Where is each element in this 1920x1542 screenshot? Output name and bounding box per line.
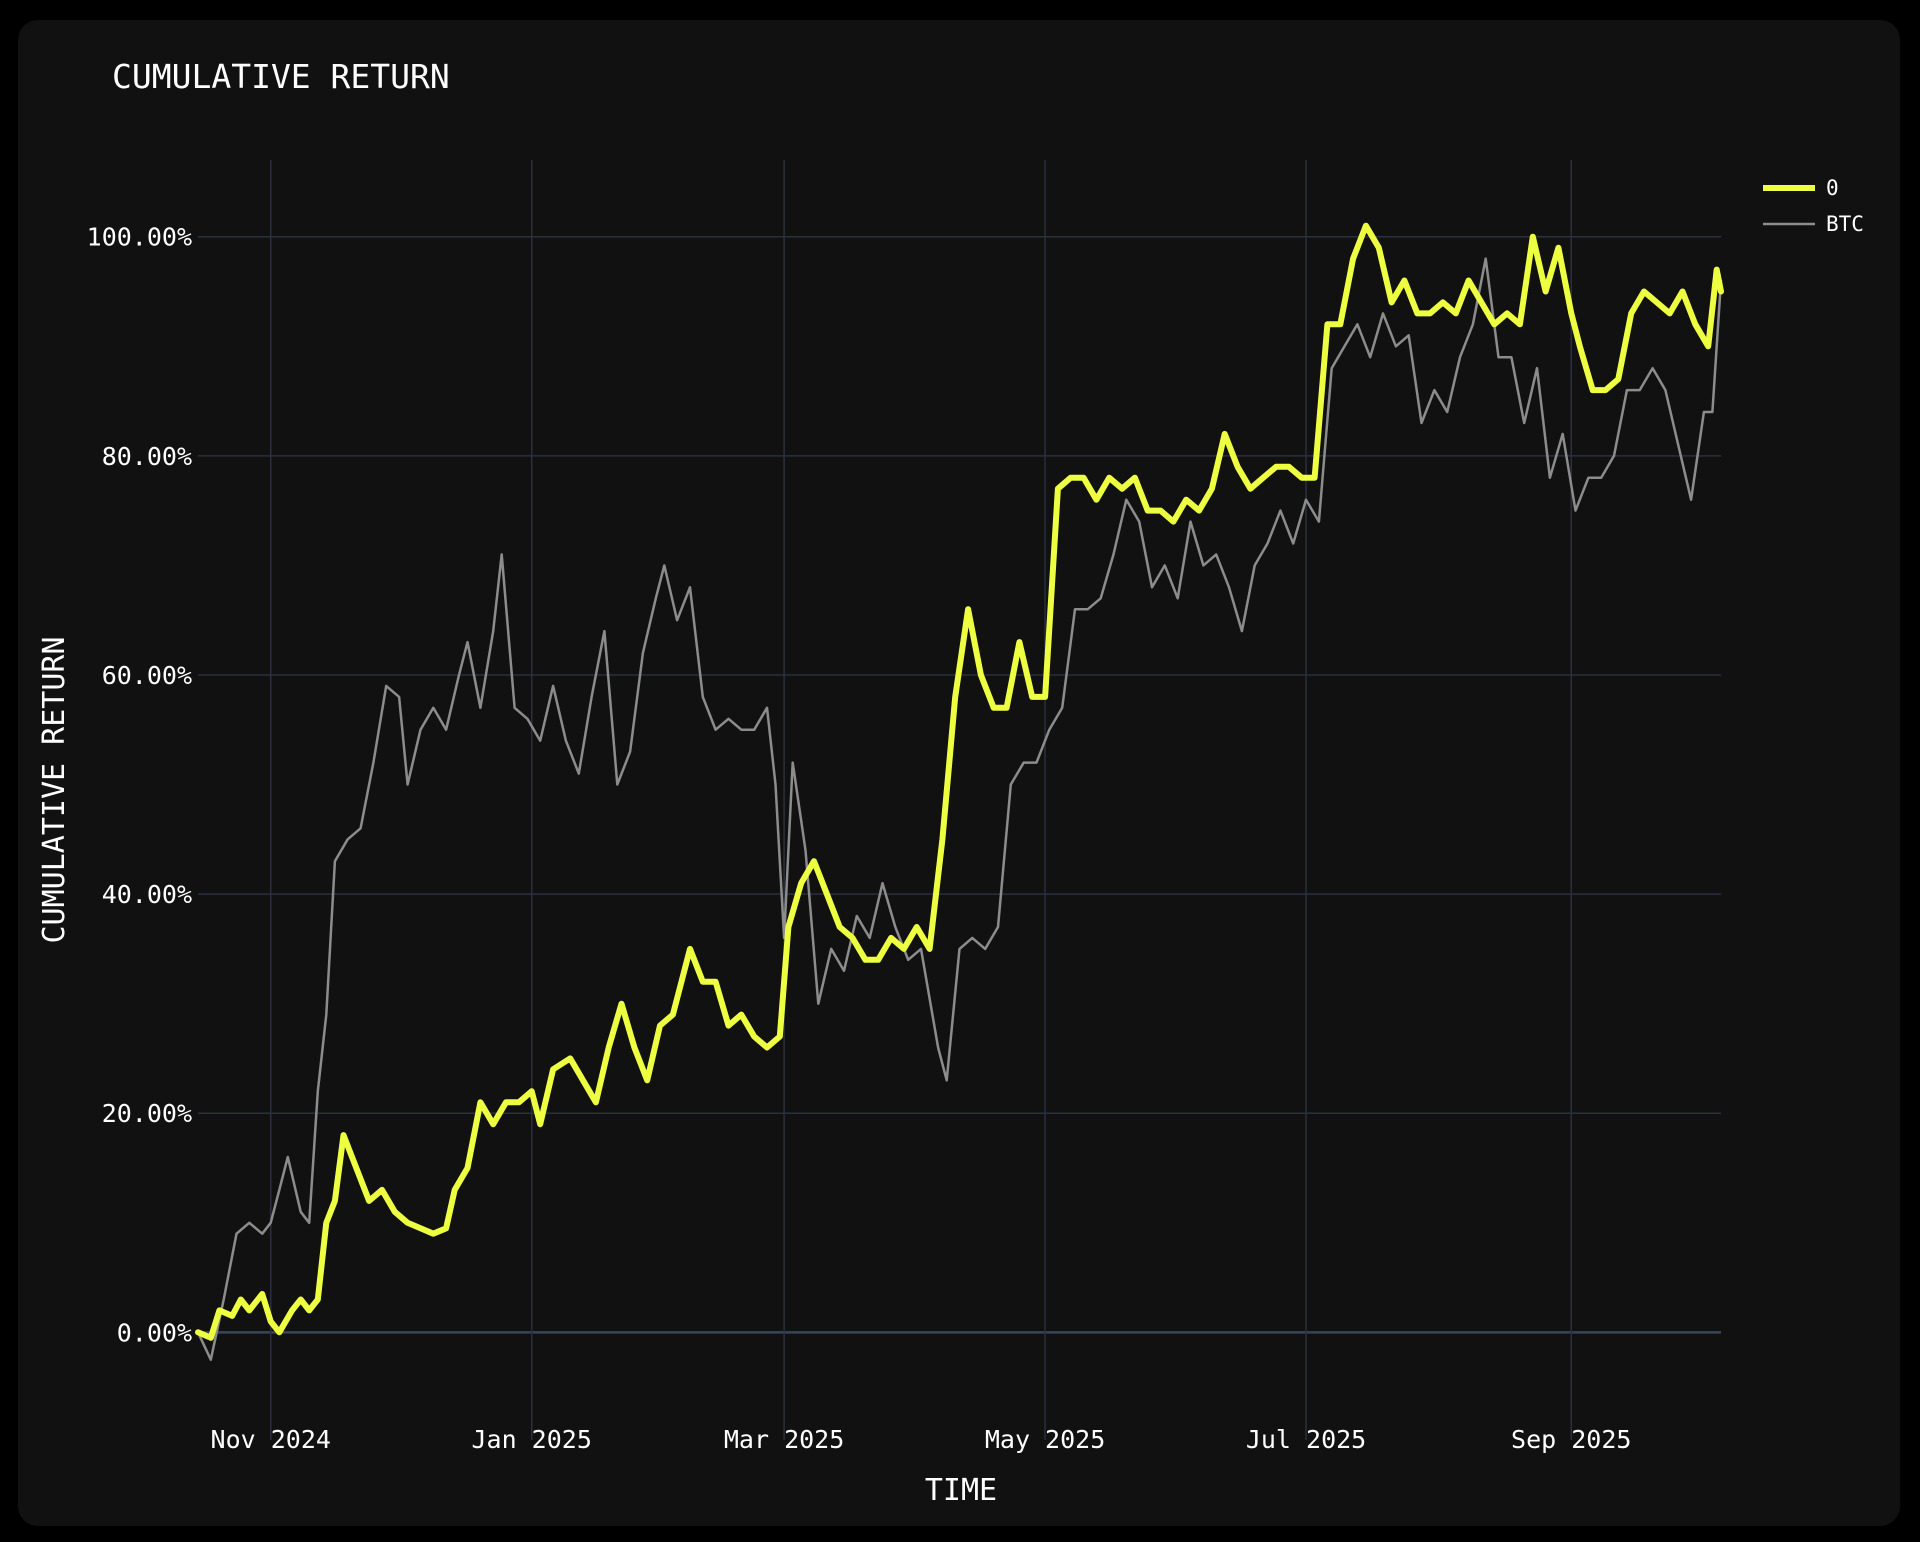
y-tick-label: 20.00% (102, 1099, 192, 1128)
x-tick-label: May 2025 (985, 1425, 1105, 1454)
y-axis-label: CUMULATIVE RETURN (37, 636, 72, 943)
y-tick-label: 60.00% (102, 661, 192, 690)
legend-label-0: 0 (1826, 176, 1839, 200)
y-tick-label: 100.00% (87, 223, 192, 252)
y-tick-label: 80.00% (102, 442, 192, 471)
series-line-0 (195, 222, 1724, 1341)
x-tick-label: Sep 2025 (1511, 1425, 1631, 1454)
grid (198, 160, 1721, 1440)
x-tick-label: Jul 2025 (1246, 1425, 1366, 1454)
x-tick-label: Mar 2025 (724, 1425, 844, 1454)
y-tick-label: 40.00% (102, 880, 192, 909)
x-axis-label: TIME (925, 1473, 997, 1508)
chart-panel: CUMULATIVE RETURN 0.00% 20.00% 40.00% 60.00… (18, 20, 1900, 1526)
y-axis-ticks: 0.00% 20.00% 40.00% 60.00% 80.00% 100.00% (87, 223, 192, 1348)
legend: 0 BTC (1763, 176, 1864, 236)
cumulative-return-chart: CUMULATIVE RETURN 0.00% 20.00% 40.00% 60.00… (37, 57, 1864, 1508)
series-line-btc (196, 257, 1723, 1361)
legend-label-btc: BTC (1826, 212, 1864, 236)
series-layer (195, 222, 1724, 1361)
x-axis-ticks: Nov 2024 Jan 2025 Mar 2025 May 2025 Jul 2025… (211, 1425, 1632, 1454)
y-tick-label: 0.00% (117, 1318, 192, 1347)
chart-title: CUMULATIVE RETURN (112, 57, 450, 96)
x-tick-label: Jan 2025 (471, 1425, 591, 1454)
x-tick-label: Nov 2024 (211, 1425, 331, 1454)
